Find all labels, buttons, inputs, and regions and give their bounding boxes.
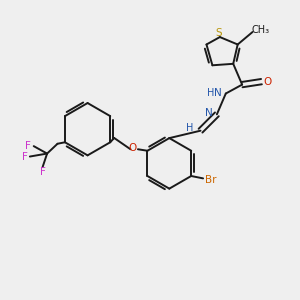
Text: F: F bbox=[26, 141, 31, 151]
Text: O: O bbox=[263, 76, 272, 87]
Text: N: N bbox=[205, 108, 212, 118]
Text: CH₃: CH₃ bbox=[252, 25, 270, 34]
Text: H: H bbox=[186, 123, 194, 133]
Text: F: F bbox=[40, 167, 46, 177]
Text: N: N bbox=[214, 88, 221, 98]
Text: H: H bbox=[207, 88, 214, 98]
Text: O: O bbox=[128, 143, 137, 153]
Text: Br: Br bbox=[206, 176, 217, 185]
Text: S: S bbox=[216, 28, 222, 38]
Text: F: F bbox=[22, 152, 27, 161]
